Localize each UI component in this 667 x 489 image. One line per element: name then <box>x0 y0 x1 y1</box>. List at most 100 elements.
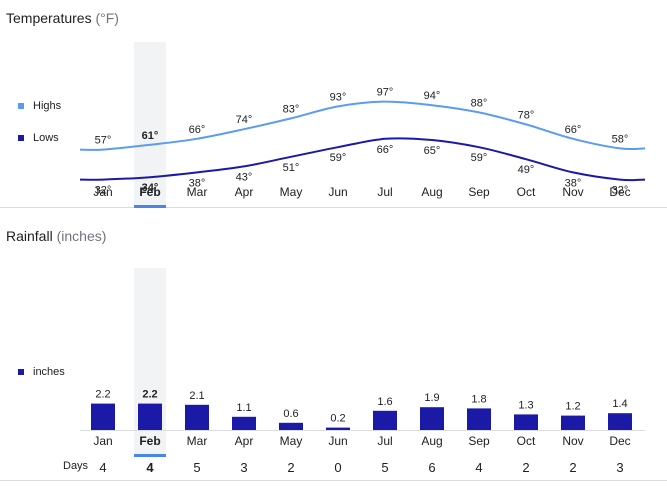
rain-days-oct: 2 <box>522 460 529 475</box>
temp-month-oct[interactable]: Oct <box>517 185 536 199</box>
lows-label-jul: 66° <box>377 144 394 156</box>
lows-label-jun: 59° <box>330 152 347 164</box>
rain-value-sep: 1.8 <box>471 393 486 405</box>
temp-month-may[interactable]: May <box>280 185 303 199</box>
rain-value-apr: 1.1 <box>236 402 251 414</box>
rain-days-jul: 5 <box>381 460 388 475</box>
rain-month-sep[interactable]: Sep <box>468 434 490 448</box>
highs-label-apr: 74° <box>236 114 253 126</box>
rain-days-dec: 3 <box>616 460 623 475</box>
rain-bar-nov[interactable] <box>561 415 585 430</box>
rain-bar-feb[interactable] <box>138 403 162 430</box>
rain-bar-aug[interactable] <box>420 407 444 430</box>
rain-value-jan: 2.2 <box>95 389 110 401</box>
highs-label-sep: 88° <box>471 97 488 109</box>
lows-label-nov: 38° <box>565 177 582 189</box>
legend-inches-swatch <box>18 369 24 375</box>
legend-lows: Lows <box>18 132 59 144</box>
rain-month-jul[interactable]: Jul <box>377 434 392 448</box>
rain-month-oct[interactable]: Oct <box>517 434 536 448</box>
temp-month-sep[interactable]: Sep <box>468 185 490 199</box>
rain-value-nov: 1.2 <box>565 401 580 413</box>
temp-month-jul[interactable]: Jul <box>377 185 392 199</box>
rain-days-aug: 6 <box>428 460 435 475</box>
rain-bar-dec[interactable] <box>608 413 632 430</box>
highs-label-may: 83° <box>283 103 300 115</box>
rain-days-nov: 2 <box>569 460 576 475</box>
rain-days-may: 2 <box>287 460 294 475</box>
highs-label-aug: 94° <box>424 90 441 102</box>
highs-label-jul: 97° <box>377 87 394 99</box>
rain-days-jun: 0 <box>334 460 341 475</box>
rain-value-jun: 0.2 <box>330 413 345 425</box>
rain-bar-jun[interactable] <box>326 427 350 430</box>
highs-label-feb: 61° <box>142 130 159 142</box>
highs-line <box>79 100 646 151</box>
rain-bar-oct[interactable] <box>514 414 538 430</box>
highs-label-jan: 57° <box>95 135 112 147</box>
temp-month-nov[interactable]: Nov <box>562 185 583 199</box>
legend-highs: Highs <box>18 100 61 112</box>
rain-bar-may[interactable] <box>279 422 303 430</box>
rain-bar-apr[interactable] <box>232 416 256 430</box>
temperature-unit: (°F) <box>95 10 119 26</box>
rain-month-nov[interactable]: Nov <box>562 434 583 448</box>
rain-month-feb[interactable]: Feb <box>139 434 160 448</box>
highs-label-mar: 66° <box>189 124 206 136</box>
temp-month-feb[interactable]: Feb <box>139 185 160 199</box>
temperature-divider <box>0 207 667 208</box>
temp-month-mar[interactable]: Mar <box>187 185 208 199</box>
temp-month-dec[interactable]: Dec <box>609 185 630 199</box>
lows-label-sep: 59° <box>471 152 488 164</box>
rainfall-unit: (inches) <box>56 228 107 244</box>
lows-label-mar: 38° <box>189 177 206 189</box>
temp-month-jan[interactable]: Jan <box>93 185 112 199</box>
rain-month-apr[interactable]: Apr <box>235 434 254 448</box>
lows-label-aug: 65° <box>424 145 441 157</box>
temperature-title-text: Temperatures <box>6 10 92 26</box>
rain-month-dec[interactable]: Dec <box>609 434 630 448</box>
legend-highs-swatch <box>18 103 24 109</box>
rainfall-title: Rainfall (inches) <box>6 228 106 244</box>
rain-days-sep: 4 <box>475 460 482 475</box>
rain-days-mar: 5 <box>193 460 200 475</box>
temp-month-apr[interactable]: Apr <box>235 185 254 199</box>
lows-line <box>79 137 646 182</box>
rain-bar-jul[interactable] <box>373 410 397 430</box>
rain-bar-sep[interactable] <box>467 408 491 430</box>
rain-month-may[interactable]: May <box>280 434 303 448</box>
rainfall-divider <box>0 480 667 481</box>
highs-label-jun: 93° <box>330 91 347 103</box>
days-label: Days <box>63 460 89 472</box>
highs-label-nov: 66° <box>565 124 582 136</box>
temp-month-jun[interactable]: Jun <box>328 185 347 199</box>
rain-value-jul: 1.6 <box>377 396 392 408</box>
legend-inches-label: inches <box>33 366 65 378</box>
legend-highs-label: Highs <box>33 100 62 112</box>
rain-value-feb: 2.2 <box>142 389 157 401</box>
rain-days-feb: 4 <box>146 460 154 475</box>
rain-value-aug: 1.9 <box>424 392 439 404</box>
rain-month-jan[interactable]: Jan <box>93 434 112 448</box>
lows-label-apr: 43° <box>236 171 253 183</box>
rain-month-mar[interactable]: Mar <box>187 434 208 448</box>
rain-value-oct: 1.3 <box>518 399 533 411</box>
rain-selected-underline <box>134 454 166 457</box>
rain-month-jun[interactable]: Jun <box>328 434 347 448</box>
lows-label-jan: 32° <box>95 185 112 197</box>
rain-value-mar: 2.1 <box>189 390 204 402</box>
rain-month-aug[interactable]: Aug <box>421 434 442 448</box>
rain-value-dec: 1.4 <box>612 398 627 410</box>
temp-selected-underline <box>134 205 166 208</box>
legend-lows-label: Lows <box>33 132 59 144</box>
rain-bar-mar[interactable] <box>185 404 209 430</box>
rain-value-may: 0.6 <box>283 408 298 420</box>
rain-bar-jan[interactable] <box>91 403 115 430</box>
temperature-title: Temperatures (°F) <box>6 10 119 26</box>
lows-label-oct: 49° <box>518 164 535 176</box>
legend-lows-swatch <box>18 135 24 141</box>
rain-days-jan: 4 <box>99 460 106 475</box>
temp-month-aug[interactable]: Aug <box>421 185 442 199</box>
rainfall-title-text: Rainfall <box>6 228 53 244</box>
